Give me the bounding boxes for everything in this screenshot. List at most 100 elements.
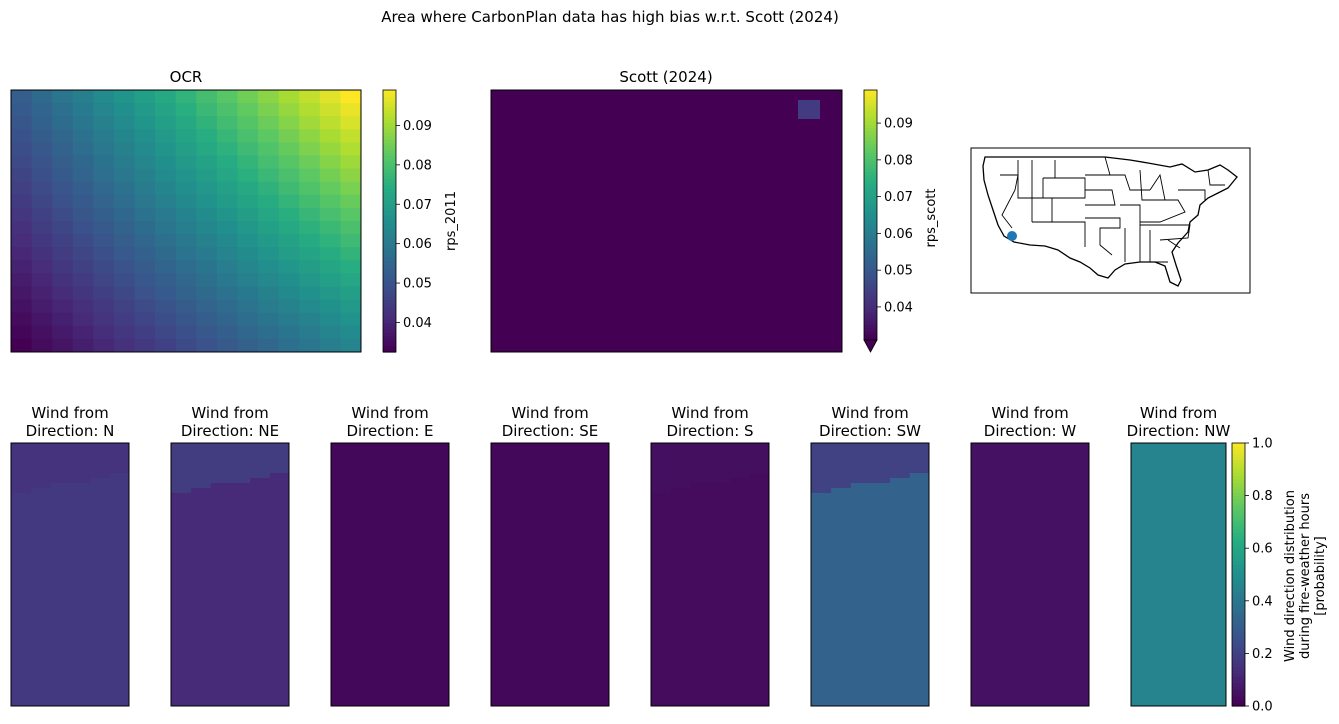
ocr-cell: [134, 129, 156, 143]
colorbar-segment: [1232, 538, 1245, 543]
ocr-cell: [340, 103, 362, 117]
ocr-cell: [258, 103, 280, 117]
ocr-cell: [216, 325, 238, 340]
ocr-cell: [113, 325, 136, 340]
colorbar-segment: [864, 205, 877, 210]
colorbar-segment: [864, 224, 877, 229]
ocr-cell: [278, 129, 300, 143]
ocr-cell: [175, 299, 197, 314]
ocr-cell: [52, 155, 74, 170]
ocr-cell: [93, 273, 115, 287]
ocr-cell: [319, 221, 341, 235]
colorbar-segment: [864, 221, 877, 225]
ocr-cell: [31, 286, 53, 301]
wind-cell-upper: [971, 443, 992, 493]
ocr-cell: [175, 312, 197, 327]
ocr-cell: [216, 273, 238, 287]
ocr-cell: [113, 234, 136, 248]
scott-axes-frame: [490, 89, 843, 353]
state-border-line: [1052, 221, 1086, 247]
ocr-cell: [155, 181, 177, 196]
ocr-cell: [278, 273, 300, 287]
wind-cell-upper: [550, 443, 571, 483]
ocr-cell: [11, 260, 33, 274]
colorbar-segment: [864, 208, 877, 213]
ocr-cell: [278, 286, 300, 301]
colorbar-segment: [1232, 548, 1245, 553]
colorbar-segment: [864, 280, 877, 285]
colorbar-segment: [1232, 600, 1245, 605]
colorbar-segment: [383, 106, 396, 111]
state-border-line: [1017, 160, 1033, 222]
wind-panel-frame: [810, 442, 930, 707]
ocr-cell: [155, 221, 177, 235]
colorbar-segment: [1232, 623, 1245, 628]
state-border-line: [1120, 204, 1160, 226]
ocr-cell: [113, 207, 136, 222]
colorbar-segment: [383, 230, 396, 235]
colorbar-segment: [383, 279, 396, 284]
ocr-cell: [155, 260, 177, 274]
state-border-line: [1042, 177, 1086, 199]
ocr-cell: [11, 103, 33, 117]
colorbar-segment: [864, 308, 877, 313]
colorbar-segment: [383, 234, 396, 238]
ocr-cell: [93, 155, 115, 170]
colorbar-segment: [1232, 452, 1245, 457]
colorbar-segment: [1232, 466, 1245, 470]
ocr-cell: [175, 260, 197, 274]
colorbar-segment: [864, 336, 877, 341]
ocr-cell: [278, 194, 300, 209]
colorbar-segment: [383, 306, 396, 311]
figure-suptitle: Area where CarbonPlan data has high bias…: [381, 8, 839, 26]
ocr-cell: [155, 142, 177, 156]
colorbar-segment: [1232, 472, 1245, 477]
colorbar-segment: [1232, 682, 1245, 687]
ocr-cell: [31, 247, 53, 261]
ocr-cell: [113, 103, 136, 117]
wind-cell-upper: [89, 443, 110, 478]
colorbar-segment: [864, 268, 877, 272]
colorbar-segment: [864, 93, 877, 97]
wind-panel-title-line1: Wind from: [831, 404, 908, 422]
colorbar-segment: [864, 121, 877, 125]
ocr-cell: [155, 286, 177, 301]
ocr-cell: [340, 273, 362, 287]
ocr-cell: [299, 155, 321, 170]
ocr-cell: [113, 221, 136, 235]
locator-frame: [970, 147, 1251, 294]
ocr-cell: [299, 168, 321, 183]
ocr-cell: [299, 247, 321, 261]
ocr-cell: [175, 194, 197, 209]
colorbar-segment: [1232, 469, 1245, 474]
ocr-cell: [93, 103, 115, 117]
ocr-cell: [31, 116, 53, 130]
ocr-cell: [319, 338, 341, 353]
ocr-cell: [196, 234, 218, 248]
ocr-cell: [319, 194, 341, 209]
wind-cell-upper: [690, 443, 711, 483]
ocr-cell: [155, 338, 177, 353]
ocr-cell: [11, 234, 33, 248]
ocr-cell: [196, 325, 218, 340]
colorbar-segment: [383, 211, 396, 216]
colorbar-segment: [1232, 574, 1245, 579]
ocr-cell: [155, 103, 177, 117]
state-border-line: [1140, 199, 1186, 223]
colorbar-segment: [383, 276, 396, 281]
colorbar-segment: [383, 90, 396, 94]
ocr-cell: [196, 221, 218, 235]
colorbar-segment: [864, 118, 877, 122]
colorbar-segment: [383, 289, 396, 294]
ocr-cell: [134, 312, 156, 327]
ocr-cell: [196, 116, 218, 130]
ocr-cell: [278, 90, 300, 104]
colorbar-tick-label: 0.06: [884, 227, 913, 242]
ocr-cell: [319, 260, 341, 274]
colorbar-segment: [383, 243, 396, 248]
ocr-cell: [319, 247, 341, 261]
ocr-cell: [258, 234, 280, 248]
ocr-cell: [134, 338, 156, 353]
